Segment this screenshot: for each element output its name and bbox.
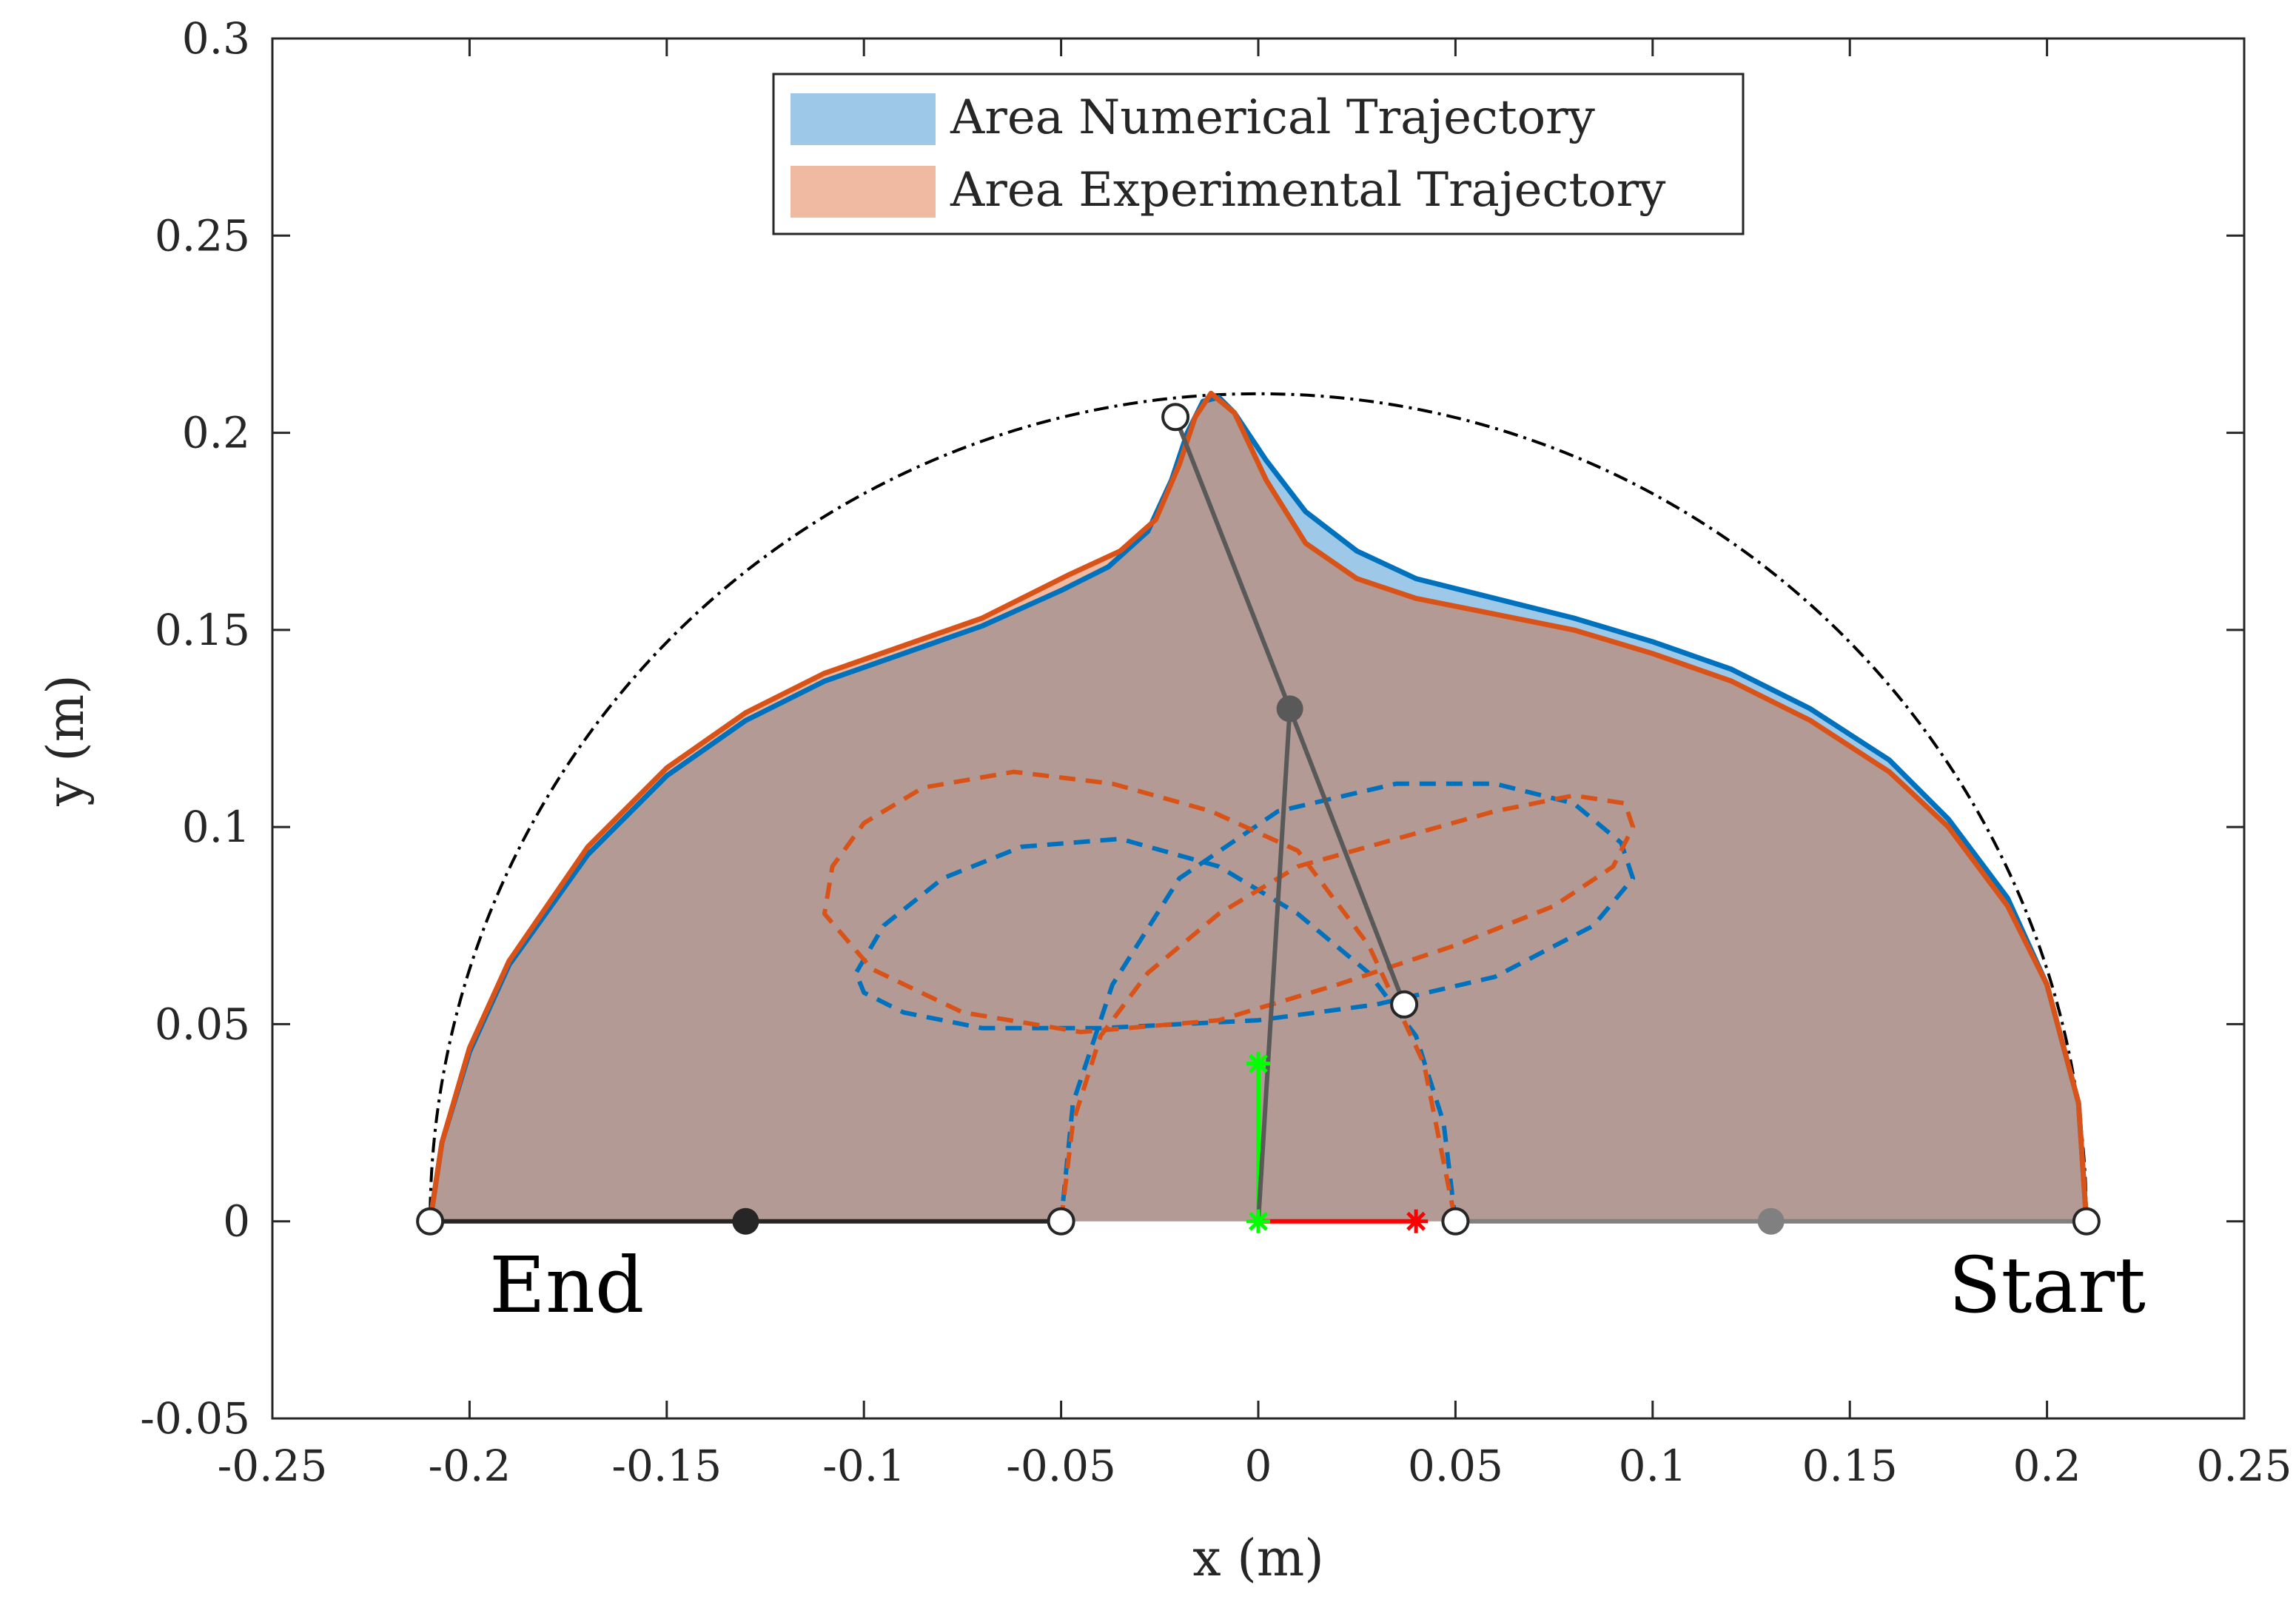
area-overlap-fill [430,397,2087,1222]
y-axis-label: y (m) [37,674,95,807]
y-tick-label: 0.05 [155,999,250,1049]
y-tick-label: 0.3 [182,13,250,64]
experimental-elbow-path [822,769,1636,1222]
area-fills [430,393,2087,1222]
upper-arm-link-2 [1287,706,1407,1007]
joint-marker-open [416,1207,445,1236]
x-tick-label: 0.25 [2196,1441,2292,1491]
joint-marker-filled-dark [732,1207,759,1235]
star-red-marker [1404,1209,1429,1233]
legend-swatch-experimental [790,166,936,218]
workspace-boundary [429,392,2088,1222]
legend: Area Numerical Trajectory Area Experimen… [772,73,1745,235]
trajectory-curves [427,390,2089,1222]
y-tick-label: 0.15 [155,605,250,655]
x-tick-label: 0.2 [2013,1441,2081,1491]
y-tick-label: 0.25 [155,210,250,261]
end-annotation: End [489,1240,644,1330]
x-tick-label: 0.15 [1802,1441,1898,1491]
experimental-trajectory-line [427,390,2089,1222]
joint-marker-open [1390,990,1419,1019]
numerical-elbow-path [853,781,1636,1222]
legend-label-experimental: Area Experimental Trajectory [950,163,1665,218]
upper-arm-link [1173,415,1292,711]
x-tick-label: -0.15 [611,1441,722,1491]
y-tick-label: 0.2 [182,408,250,458]
forearm-link [1256,706,1292,1224]
x-tick-label: -0.2 [428,1441,511,1491]
y-tick-label: -0.05 [140,1393,250,1444]
joint-marker-filled-mid [1276,695,1303,723]
x-tick-label: -0.05 [1006,1441,1116,1491]
legend-label-numerical: Area Numerical Trajectory [950,90,1595,145]
x-tick-label: -0.1 [822,1441,905,1491]
joint-marker-open [1047,1207,1075,1236]
x-axis-label: x (m) [1192,1529,1324,1588]
star-green-origin-marker [1246,1209,1270,1233]
joint-marker-open [1441,1207,1470,1236]
y-tick-label: 0.1 [182,802,250,852]
joint-marker-open [2072,1207,2101,1236]
x-tick-label: -0.25 [218,1441,328,1491]
tick-labels: -0.25 -0.2 -0.15 -0.1 -0.05 0 0.05 0.1 0.15 0.2 0.… [140,13,2292,1491]
x-tick-label: 0.05 [1408,1441,1503,1491]
star-green-top-marker [1246,1051,1270,1076]
x-tick-label: 0 [1245,1441,1272,1491]
start-annotation: Start [1948,1240,2146,1330]
joint-markers [416,403,2101,1236]
joint-marker-open [1161,403,1190,432]
legend-swatch-numerical [790,93,936,145]
x-tick-label: 0.1 [1619,1441,1687,1491]
axis-ticks [271,37,2246,1420]
joint-marker-filled-gray [1757,1207,1785,1235]
y-tick-label: 0 [223,1196,250,1247]
